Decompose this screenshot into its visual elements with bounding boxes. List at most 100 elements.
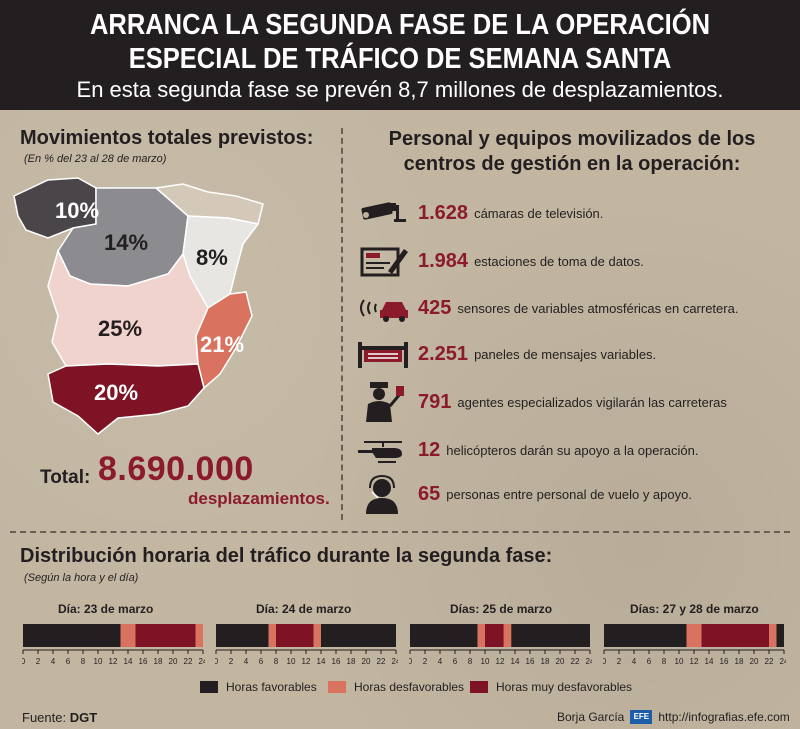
resource-row: 791 agentes especializados vigilarán las… — [354, 382, 794, 422]
day-timeline: 024681012141618202224 — [603, 624, 786, 666]
resource-row: 2.251 paneles de mensajes variables. — [354, 334, 794, 374]
timeline-segment-muy — [485, 624, 504, 647]
day-label: Día: 23 de marzo — [58, 602, 154, 616]
timeline-tick-label: 6 — [259, 657, 264, 666]
resource-value: 65 — [418, 482, 441, 505]
legend-item-muy: Horas muy desfavorables — [470, 680, 632, 694]
timeline-tick-label: 2 — [229, 657, 234, 666]
map-label-northwest: 10% — [55, 198, 99, 223]
data-station-icon — [360, 247, 408, 277]
camera-icon — [361, 202, 406, 222]
timeline-segment-muy — [701, 624, 769, 647]
timeline-tick-label: 2 — [423, 657, 428, 666]
spain-map: 10% 14% 8% 25% 21% 20% — [13, 177, 264, 435]
timeline-tick-label: 4 — [51, 657, 56, 666]
timeline-tick-label: 10 — [94, 657, 103, 666]
map-label-north-central: 14% — [104, 230, 148, 255]
timeline-segment-desf — [503, 624, 512, 647]
timeline-segment-desf — [268, 624, 276, 647]
timeline-tick-label: 8 — [468, 657, 473, 666]
movimientos-note: (En % del 23 al 28 de marzo) — [24, 153, 167, 165]
timeline-tick-label: 10 — [481, 657, 490, 666]
weather-sensor-icon — [360, 299, 408, 322]
headset-person-icon — [366, 474, 398, 514]
timeline-tick-label: 2 — [617, 657, 622, 666]
day-timeline-svg: 024681012141618202224 — [22, 624, 205, 666]
header-banner: ARRANCA LA SEGUNDA FASE DE LA OPERACIÓN … — [0, 0, 800, 110]
message-panel-icon — [358, 342, 408, 368]
timeline-segment-fav — [216, 624, 269, 647]
credits-url[interactable]: http://infografias.efe.com — [658, 710, 790, 724]
main-title-line2: ESPECIAL DE TRÁFICO DE SEMANA SANTA — [128, 43, 672, 75]
resource-text: personas entre personal de vuelo y apoyo… — [446, 486, 692, 502]
helicopter-icon — [358, 441, 402, 463]
legend-label: Horas muy desfavorables — [496, 680, 633, 694]
timeline-tick-label: 22 — [184, 657, 193, 666]
source-label: Fuente: — [22, 710, 67, 725]
timeline-tick-label: 24 — [780, 657, 786, 666]
map-region-south — [47, 363, 205, 435]
timeline-tick-label: 12 — [109, 657, 118, 666]
timeline-segment-fav — [511, 624, 590, 647]
timeline-tick-label: 0 — [409, 657, 413, 666]
day-timeline: 024681012141618202224 — [409, 624, 592, 666]
timeline-tick-label: 4 — [632, 657, 637, 666]
resource-value: 791 — [418, 390, 452, 413]
map-region-east — [195, 291, 253, 390]
timeline-tick-label: 22 — [571, 657, 580, 666]
legend-label: Horas desfavorables — [354, 680, 465, 694]
distribucion-note: (Según la hora y el día) — [24, 572, 139, 584]
personal-title: Personal y equipos movilizados de los ce… — [356, 127, 788, 177]
author: Borja García — [557, 710, 625, 724]
timeline-segment-desf — [313, 624, 321, 647]
timeline-tick-label: 18 — [735, 657, 744, 666]
timeline-segment-fav — [776, 624, 784, 647]
day-label: Día: 24 de marzo — [256, 602, 352, 616]
timeline-segment-fav — [604, 624, 687, 647]
timeline-tick-label: 14 — [705, 657, 714, 666]
resource-row: 425 sensores de variables atmosféricas e… — [354, 288, 794, 328]
map-label-south: 20% — [94, 380, 138, 405]
source: Fuente: DGT — [22, 710, 97, 725]
map-label-northeast: 8% — [196, 245, 228, 270]
horizontal-divider — [10, 531, 790, 533]
timeline-tick-label: 18 — [154, 657, 163, 666]
timeline-tick-label: 16 — [720, 657, 729, 666]
timeline-tick-label: 10 — [287, 657, 296, 666]
timeline-segment-muy — [276, 624, 314, 647]
timeline-tick-label: 20 — [750, 657, 759, 666]
main-subtitle: En esta segunda fase se prevén 8,7 millo… — [76, 77, 724, 102]
timeline-tick-label: 6 — [453, 657, 458, 666]
resource-text: cámaras de televisión. — [474, 205, 604, 221]
timeline-tick-label: 16 — [526, 657, 535, 666]
timeline-tick-label: 22 — [765, 657, 774, 666]
day-label: Días: 25 de marzo — [450, 602, 553, 616]
day-timeline-svg: 024681012141618202224 — [409, 624, 592, 666]
resource-text: helicópteros darán su apoyo a la operaci… — [446, 442, 699, 458]
timeline-tick-label: 22 — [377, 657, 386, 666]
main-title: ARRANCA LA SEGUNDA FASE DE LA OPERACIÓN … — [48, 8, 752, 76]
resource-value: 2.251 — [418, 342, 469, 365]
timeline-tick-label: 12 — [496, 657, 505, 666]
timeline-segment-fav — [23, 624, 121, 647]
timeline-tick-label: 2 — [36, 657, 41, 666]
traffic-agent-icon — [366, 382, 404, 422]
resource-value: 425 — [418, 296, 452, 319]
timeline-tick-label: 24 — [199, 657, 205, 666]
timeline-tick-label: 6 — [647, 657, 652, 666]
personal-title-line2: centros de gestión en la operación: — [403, 153, 741, 175]
main-title-line1: ARRANCA LA SEGUNDA FASE DE LA OPERACIÓN — [89, 9, 711, 41]
timeline-tick-label: 8 — [274, 657, 279, 666]
map-label-center: 25% — [98, 316, 142, 341]
timeline-segment-fav — [321, 624, 396, 647]
timeline-tick-label: 14 — [317, 657, 326, 666]
movimientos-title: Movimientos totales previstos: — [20, 127, 314, 149]
timeline-tick-label: 12 — [690, 657, 699, 666]
efe-logo: EFE — [630, 710, 653, 724]
personal-title-line1: Personal y equipos movilizados de los — [388, 128, 756, 150]
timeline-tick-label: 20 — [169, 657, 178, 666]
timeline-tick-label: 18 — [541, 657, 550, 666]
timeline-segment-desf — [477, 624, 485, 647]
timeline-segment-desf — [769, 624, 777, 647]
timeline-tick-label: 24 — [392, 657, 398, 666]
